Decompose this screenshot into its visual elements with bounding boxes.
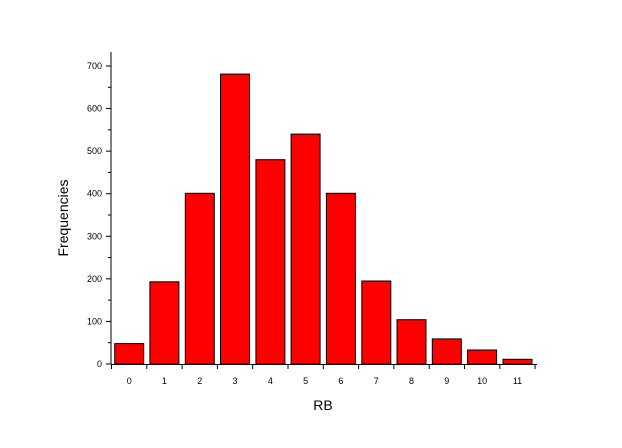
y-tick-label: 0 (97, 359, 102, 369)
x-tick-label: 1 (162, 376, 167, 386)
y-axis-title: Frequencies (55, 179, 71, 256)
bar-2 (184, 192, 215, 365)
x-tick-label: 3 (232, 376, 237, 386)
y-tick-label: 300 (87, 231, 102, 241)
bar-0 (114, 343, 145, 365)
bar-8 (396, 319, 427, 365)
bar-5 (290, 133, 321, 365)
bar-1 (149, 281, 180, 365)
bar-7 (361, 280, 392, 365)
x-tick-label: 5 (303, 376, 308, 386)
x-tick-label: 8 (409, 376, 414, 386)
y-tick-label: 600 (87, 104, 102, 114)
x-axis-title: RB (313, 397, 332, 413)
x-tick-label: 6 (338, 376, 343, 386)
x-tick-label: 4 (268, 376, 273, 386)
x-tick-label: 11 (513, 376, 522, 386)
x-tick-label: 9 (444, 376, 449, 386)
y-tick-label: 400 (87, 189, 102, 199)
x-tick-label: 2 (197, 376, 202, 386)
y-tick-label: 100 (87, 316, 102, 326)
bar-6 (325, 192, 356, 365)
bar-3 (220, 73, 250, 365)
x-tick-label: 7 (374, 376, 379, 386)
y-tick-label: 200 (87, 274, 102, 284)
x-ticks-group: 0 1 2 3 4 5 6 7 8 9 10 11 (111, 364, 536, 386)
y-ticks-group: 0 100 200 300 400 500 600 700 (87, 61, 111, 369)
y-tick-label: 700 (87, 61, 102, 71)
bar-4 (255, 159, 286, 365)
bar-9 (431, 338, 462, 365)
bar-11 (502, 358, 533, 365)
x-tick-label: 10 (477, 376, 487, 386)
bar-10 (467, 349, 498, 365)
bars-group (114, 73, 533, 365)
y-tick-label: 500 (87, 146, 102, 156)
x-tick-label: 0 (127, 376, 132, 386)
